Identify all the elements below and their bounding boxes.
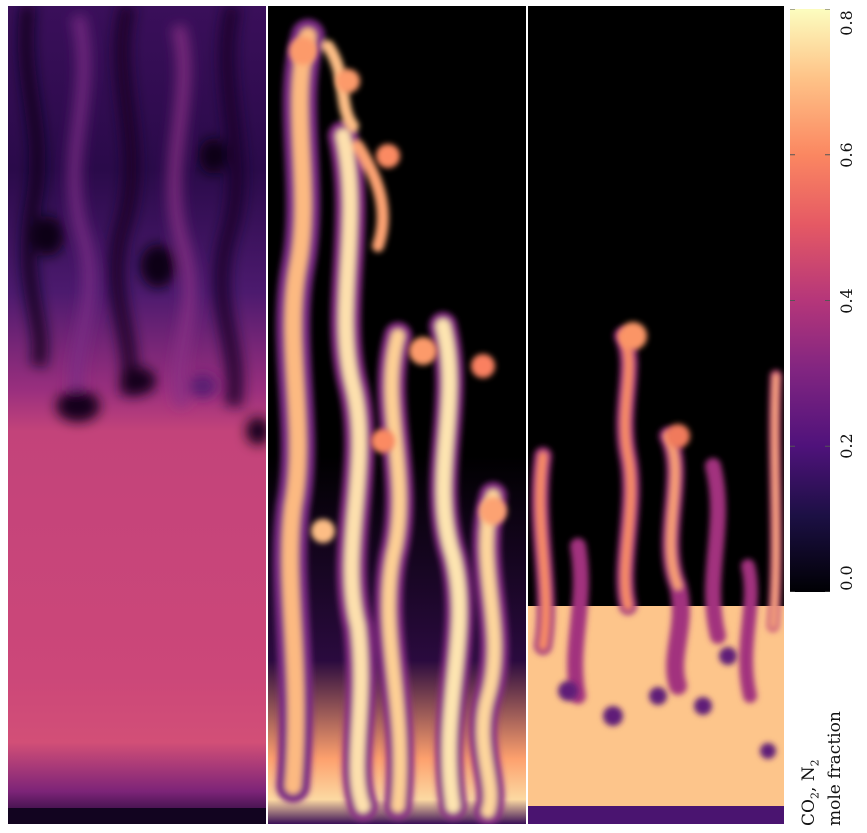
colorbar-gradient	[790, 9, 830, 592]
panel-right-fingers	[528, 6, 784, 824]
panel-left-diffuse	[8, 6, 266, 824]
panel-right-finger-strokes	[531, 327, 782, 704]
panel-middle-plume-heads	[289, 37, 507, 543]
colorbar-tick-label: 0.6	[837, 142, 856, 168]
panel-middle-plumes	[268, 6, 526, 824]
colorbar-tick-label: 0.8	[837, 10, 856, 36]
panel-right-bottom-strip	[528, 806, 784, 824]
colorbar-tick-marks	[790, 9, 830, 592]
colorbar	[790, 9, 830, 592]
colorbar-tick-label: 0.2	[837, 433, 856, 459]
colorbar-tick-label: 0.4	[837, 287, 856, 314]
colorbar-title-line2: mole fraction	[825, 711, 846, 826]
panel-left-wisps	[17, 6, 266, 445]
colorbar-tick-label: 0.0	[837, 565, 856, 591]
panel-middle-plume-strokes	[273, 19, 509, 824]
colorbar-title: CO2, N2 mole fraction	[799, 711, 845, 826]
panel-left-bottom-strip	[8, 808, 266, 824]
colorbar-title-line1: CO2, N2	[799, 759, 822, 826]
panel-right-finger-tips	[558, 322, 776, 759]
